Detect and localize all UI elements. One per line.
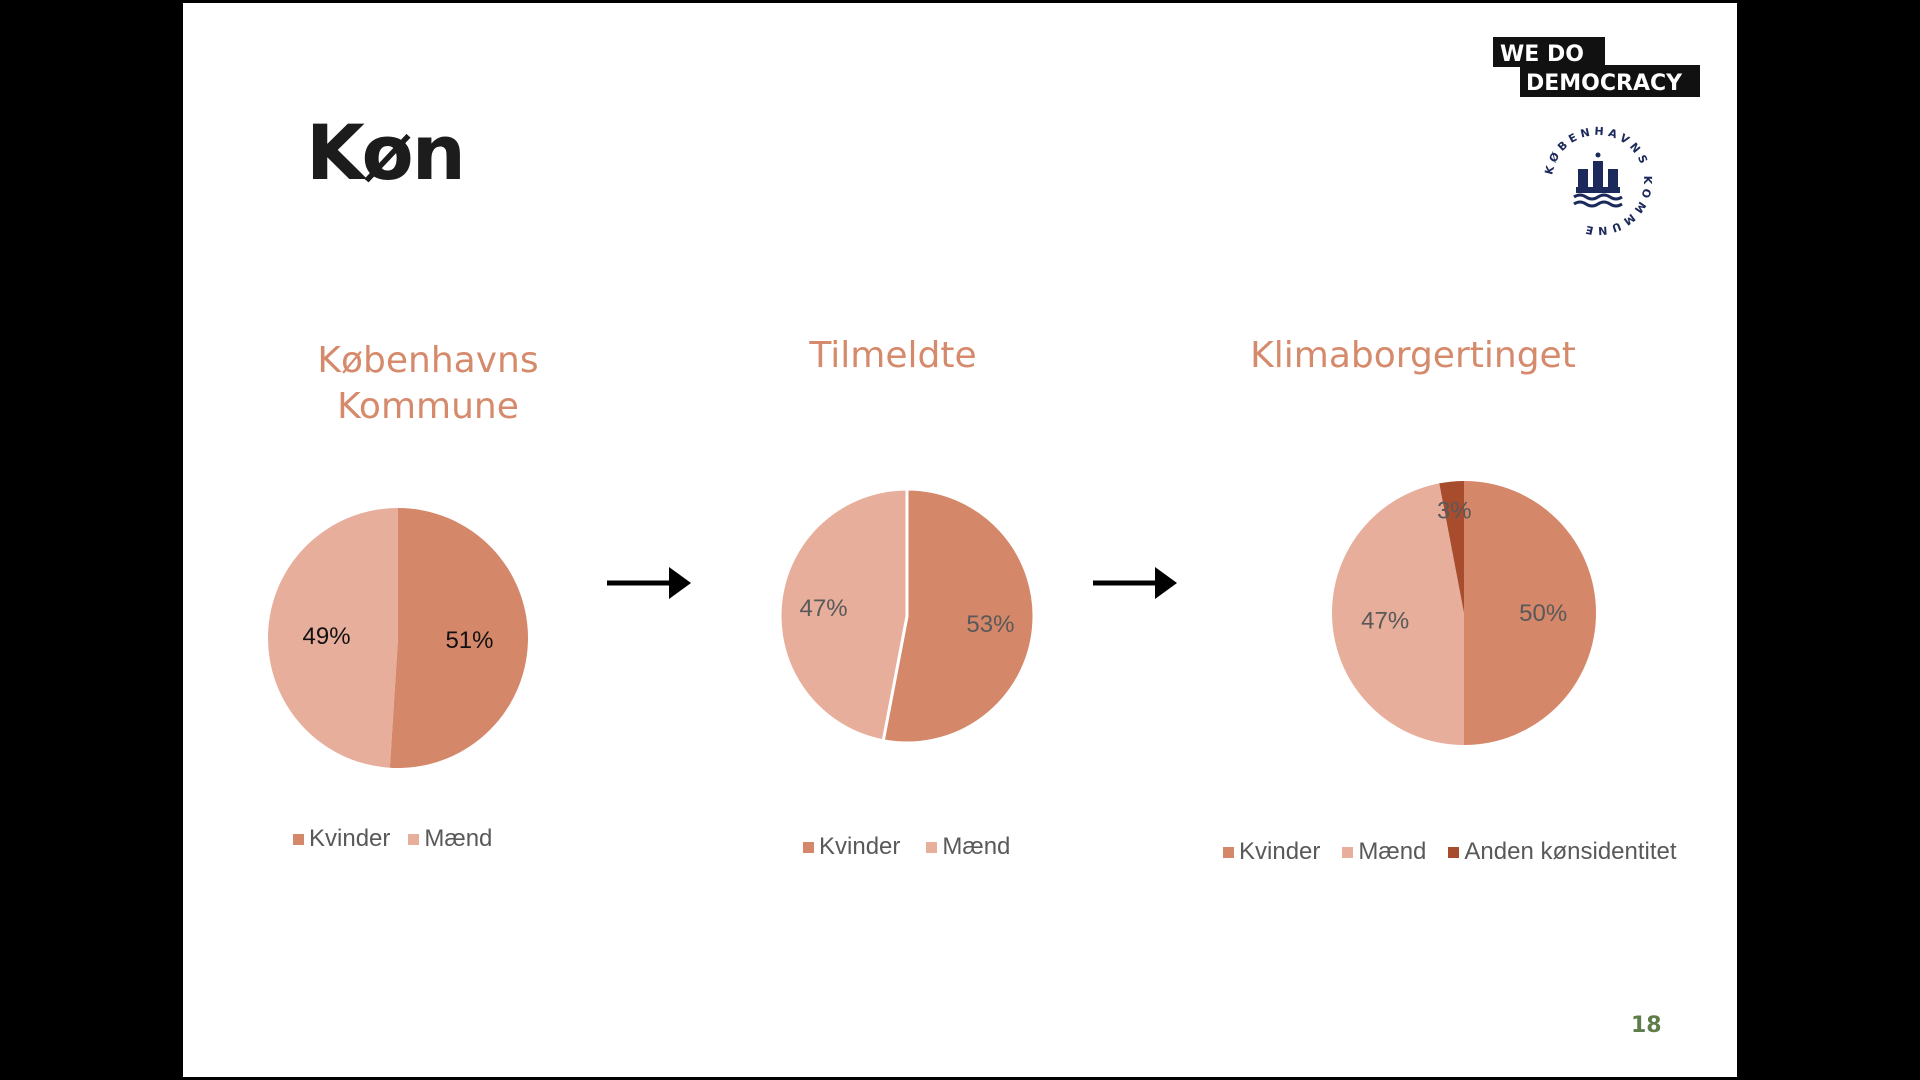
legend-item-kvinder: Kvinder: [293, 825, 390, 853]
chart3-title: Klimaborgertinget: [1250, 335, 1576, 376]
pie-slice-mænd: [778, 487, 909, 743]
legend-label: Mænd: [942, 833, 1011, 860]
pie-slice-mænd: [268, 508, 398, 768]
legend-swatch: [1342, 846, 1354, 858]
chart1-title-line2: Kommune: [337, 386, 519, 427]
pie-data-label: 47%: [800, 595, 848, 622]
chart3-legend: Kvinder Mænd Anden kønsidentitet: [1223, 838, 1695, 866]
legend-label: Mænd: [1358, 838, 1427, 865]
pie-data-label: 47%: [1361, 607, 1409, 634]
slide: Køn WE DO DEMOCRACY KØBENHAVNS KOMMUNE K…: [183, 3, 1737, 1077]
legend-label: Anden kønsidentitet: [1464, 838, 1677, 865]
slide-title: Køn: [306, 108, 466, 197]
pie-data-label: 51%: [445, 627, 493, 654]
legend-item-kvinder: Kvinder: [803, 833, 900, 861]
legend-swatch: [803, 841, 814, 853]
legend-item-kvinder: Kvinder: [1223, 838, 1320, 866]
legend-item-maend: Mænd: [1342, 838, 1426, 866]
legend-label: Mænd: [424, 825, 493, 852]
page-number: 18: [1631, 1013, 1662, 1038]
logo-wdd-line2: DEMOCRACY: [1526, 71, 1683, 96]
legend-item-maend: Mænd: [926, 833, 1010, 861]
legend-label: Kvinder: [1239, 838, 1321, 865]
pie-slice-kvinder: [389, 508, 529, 768]
chart1-title: Københavns Kommune: [263, 338, 593, 430]
arrow-right-icon: [1093, 567, 1177, 599]
pie-data-label: 3%: [1437, 497, 1472, 524]
pie-data-label: 53%: [966, 611, 1014, 638]
legend-swatch: [926, 841, 938, 853]
pie-slice-anden-kønsidentitet: [1439, 481, 1464, 613]
arrow-right-icon: [607, 567, 691, 599]
legend-swatch: [1448, 846, 1460, 858]
legend-label: Kvinder: [309, 825, 391, 852]
we-do-democracy-logo: WE DO DEMOCRACY: [1493, 37, 1700, 97]
pie-data-label: 50%: [1519, 600, 1567, 627]
chart1-legend: Kvinder Mænd: [293, 825, 510, 853]
pie-chart-tilmeldte: 53% 47%: [778, 487, 1036, 745]
pie-chart-kobenhavns-kommune: 51% 49%: [268, 508, 529, 768]
pie-slice-mænd: [1332, 483, 1464, 745]
chart2-title: Tilmeldte: [809, 335, 977, 376]
pie-chart-klimaborgertinget: 50% 47% 3%: [1332, 481, 1596, 745]
legend-swatch: [408, 833, 420, 845]
pie-slice-kvinder: [1464, 481, 1596, 745]
pie-data-label: 49%: [303, 623, 351, 650]
legend-swatch: [293, 833, 304, 845]
castle-icon: [1573, 152, 1623, 208]
logo-wdd-line1: WE DO: [1500, 42, 1584, 67]
legend-item-anden: Anden kønsidentitet: [1448, 838, 1677, 866]
legend-swatch: [1223, 846, 1234, 858]
chart1-title-line1: Københavns: [317, 340, 539, 381]
pie-slice-kvinder: [881, 487, 1036, 745]
kobenhavns-kommune-logo: KØBENHAVNS KOMMUNE: [1542, 125, 1650, 238]
chart2-legend: Kvinder Mænd: [803, 833, 1028, 861]
legend-label: Kvinder: [819, 833, 901, 860]
legend-item-maend: Mænd: [408, 825, 492, 853]
